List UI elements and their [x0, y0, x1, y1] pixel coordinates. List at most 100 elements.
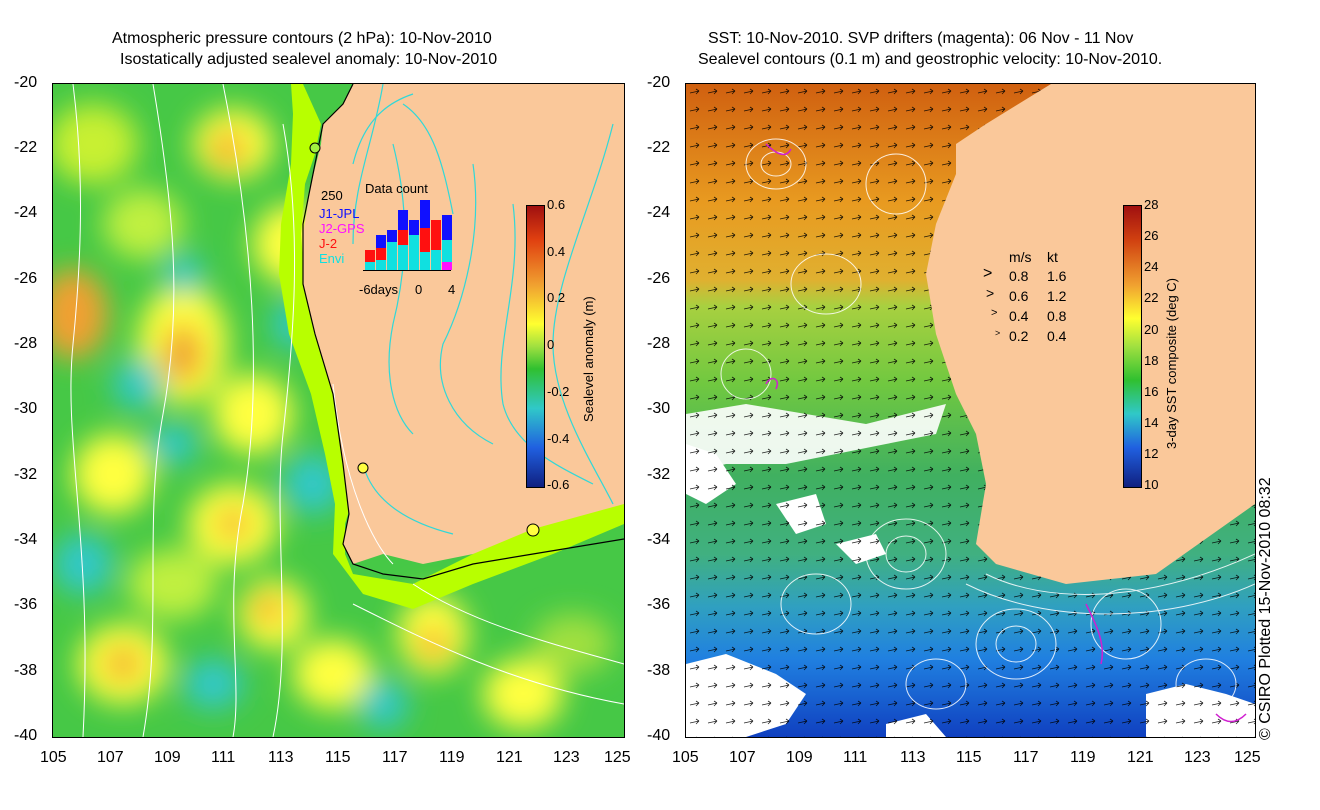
sealevel-anomaly-map[interactable]: 250 Data count J1-JPL J2-GPS J-2 Envi -6… [52, 83, 625, 738]
lon-tick: 113 [268, 749, 294, 766]
velocity-legend: m/s kt > 0.8 1.6 > 0.6 1.2 > 0.4 0.8 > 0… [981, 249, 1091, 349]
lat-tick: -30 [647, 400, 671, 417]
sst-cbar-tick: 12 [1144, 446, 1159, 461]
sealevel-contours [720, 138, 1255, 710]
sst-cbar-tick: 26 [1144, 228, 1159, 243]
lat-tick: -28 [14, 335, 38, 352]
lat-tick: -36 [647, 596, 671, 613]
lat-tick: -32 [647, 466, 671, 483]
ssh-cbar-label: Sealevel anomaly (m) [581, 296, 596, 422]
left-title-line1: Atmospheric pressure contours (2 hPa): 1… [112, 30, 492, 47]
lon-tick: 109 [154, 749, 181, 766]
lon-tick: 121 [1127, 749, 1154, 766]
lon-tick: 105 [672, 749, 699, 766]
sst-cbar-label: 3-day SST composite (deg C) [1164, 278, 1179, 449]
pressure-contours [70, 84, 624, 737]
svp-drifter-tracks[interactable] [765, 143, 1247, 723]
legend-j1-jpl: J1-JPL [319, 206, 360, 221]
sst-cbar-tick: 18 [1144, 353, 1159, 368]
velocity-ms-value: 0.2 [1009, 328, 1029, 344]
ssh-cbar-tick: -0.6 [547, 477, 570, 492]
shelf-band [279, 84, 624, 609]
velocity-kt-value: 0.8 [1047, 308, 1067, 324]
velocity-arrow-icon: > [986, 285, 995, 301]
right-title-line1: SST: 10-Nov-2010. SVP drifters (magenta)… [708, 30, 1134, 47]
sst-cbar-tick: 16 [1144, 384, 1159, 399]
ssh-cbar-tick: -0.4 [547, 431, 570, 446]
lon-tick: 125 [604, 749, 631, 766]
tide-gauge-exmouth[interactable] [309, 142, 321, 154]
lon-tick: 123 [1184, 749, 1211, 766]
tide-gauge-fremantle[interactable] [357, 462, 369, 474]
lat-tick: -38 [647, 662, 671, 679]
ssh-cbar-tick: 0.2 [547, 290, 566, 305]
lon-tick: 105 [40, 749, 67, 766]
ssh-cbar-tick: -0.2 [547, 384, 570, 399]
lat-tick: -34 [647, 531, 671, 548]
lat-tick: -24 [647, 204, 671, 221]
lat-tick: -26 [14, 270, 38, 287]
lon-tick: 121 [496, 749, 523, 766]
sst-cbar-tick: 20 [1144, 322, 1159, 337]
lon-tick: 115 [956, 749, 982, 766]
inset-title: Data count [365, 181, 428, 196]
velocity-ms-value: 0.6 [1009, 288, 1029, 304]
lat-tick: -20 [14, 74, 38, 91]
lat-tick: -38 [14, 662, 38, 679]
left-title-line2: Isostatically adjusted sealevel anomaly:… [120, 51, 498, 68]
legend-envi: Envi [319, 251, 345, 266]
australia-land [303, 84, 624, 564]
csiro-credit: © CSIRO Plotted 15-Nov-2010 08:32 [1257, 477, 1274, 740]
velocity-header-ms: m/s [1009, 249, 1032, 265]
lat-tick: -34 [14, 531, 38, 548]
sst-cbar-tick: 28 [1144, 197, 1159, 212]
lat-tick: -20 [647, 74, 671, 91]
inset-x-mid: 0 [415, 282, 423, 297]
velocity-arrow-icon: > [983, 265, 993, 282]
lat-tick: -36 [14, 596, 38, 613]
legend-j2-gps: J2-GPS [319, 221, 365, 236]
inset-x-left: -6days [359, 282, 399, 297]
velocity-ms-value: 0.8 [1009, 268, 1029, 284]
geostrophic-velocity-arrows [686, 84, 1255, 737]
right-title-line2: Sealevel contours (0.1 m) and geostrophi… [698, 51, 1163, 68]
sst-cbar-tick: 24 [1144, 259, 1159, 274]
australia-land-sst [926, 84, 1255, 584]
lon-tick: 115 [325, 749, 351, 766]
lat-tick: -28 [647, 335, 671, 352]
ssh-cbar-tick: 0 [547, 337, 555, 352]
legend-j-2: J-2 [319, 236, 338, 251]
velocity-arrow-icon: > [995, 328, 1001, 338]
velocity-kt-value: 1.2 [1047, 288, 1067, 304]
lon-tick: 111 [843, 749, 868, 766]
ssh-anomaly-field [53, 104, 613, 729]
lon-tick: 107 [97, 749, 124, 766]
lon-tick: 117 [1013, 749, 1039, 766]
tide-gauge-albany[interactable] [526, 523, 540, 537]
sst-map[interactable]: m/s kt > 0.8 1.6 > 0.6 1.2 > 0.4 0.8 > 0… [685, 83, 1256, 738]
lat-tick: -30 [14, 400, 38, 417]
ssh-cbar-tick: 0.6 [547, 197, 566, 212]
lon-tick: 125 [1234, 749, 1261, 766]
lon-tick: 111 [211, 749, 236, 766]
lat-tick: -40 [647, 727, 671, 744]
lon-tick: 119 [1070, 749, 1096, 766]
sst-cbar-tick: 14 [1144, 415, 1159, 430]
ssh-colorbar [526, 205, 545, 488]
velocity-ms-value: 0.4 [1009, 308, 1029, 324]
lat-tick: -22 [14, 139, 38, 156]
velocity-arrow-icon: > [991, 307, 998, 319]
lon-tick: 123 [553, 749, 580, 766]
data-count-bars [363, 200, 452, 271]
velocity-header-kt: kt [1047, 249, 1058, 265]
lat-tick: -24 [14, 204, 38, 221]
lon-tick: 113 [900, 749, 926, 766]
lon-tick: 117 [382, 749, 408, 766]
lon-tick: 109 [786, 749, 813, 766]
lon-tick: 107 [729, 749, 756, 766]
velocity-kt-value: 1.6 [1047, 268, 1067, 284]
lat-tick: -40 [14, 727, 38, 744]
sst-cbar-tick: 22 [1144, 290, 1159, 305]
inset-max-label: 250 [321, 188, 343, 203]
sst-colorbar [1123, 205, 1142, 488]
